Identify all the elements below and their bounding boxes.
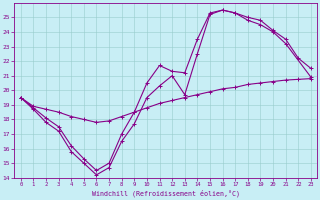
X-axis label: Windchill (Refroidissement éolien,°C): Windchill (Refroidissement éolien,°C) (92, 190, 240, 197)
